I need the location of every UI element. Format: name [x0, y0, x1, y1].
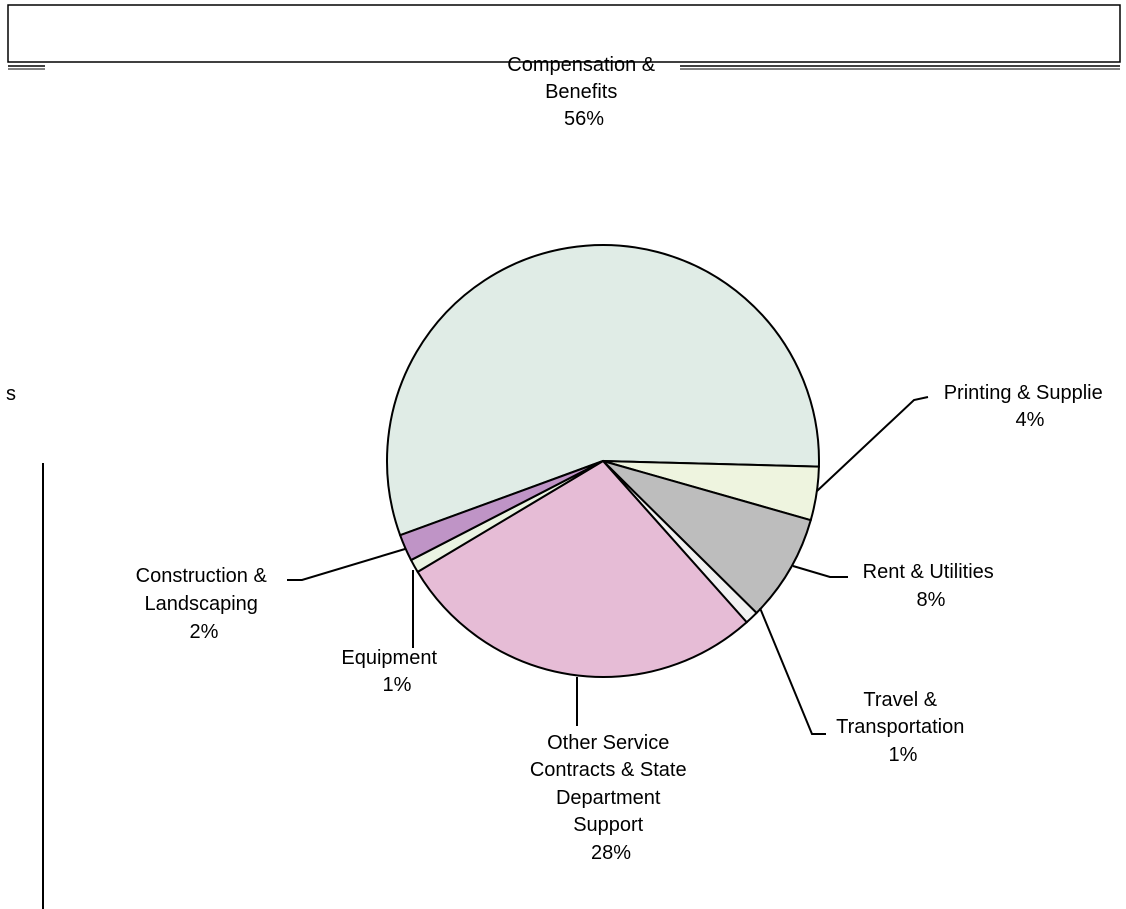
label-percent: 4%	[1016, 409, 1045, 431]
label-percent: 8%	[917, 589, 946, 611]
label-percent: 1%	[383, 674, 412, 696]
edge-fragment-text: s	[6, 383, 16, 405]
label-compensation-benefits: Compensation & Benefits 56%	[507, 54, 660, 130]
leader-rent-utilities	[792, 565, 848, 578]
label-printing-supplies: Printing & Supplie 4%	[944, 382, 1109, 431]
slice-construction-landscaping	[398, 460, 604, 562]
label-line: Transportation	[836, 716, 964, 738]
top-frame-box	[7, 4, 1121, 63]
label-percent: 28%	[591, 842, 631, 864]
label-percent: 1%	[889, 744, 918, 766]
label-line: Travel &	[863, 689, 937, 711]
slice-other-service-contracts	[416, 459, 749, 678]
leader-lines	[287, 396, 929, 735]
label-line: Contracts & State	[530, 759, 687, 781]
label-other-service-contracts: Other Service Contracts & State Departme…	[530, 732, 692, 864]
label-line: Compensation &	[507, 54, 656, 76]
label-line: Landscaping	[145, 593, 258, 615]
label-line: Support	[573, 814, 643, 836]
label-rent-utilities: Rent & Utilities 8%	[863, 561, 1000, 611]
slice-compensation-benefits	[386, 244, 820, 537]
label-line: Equipment	[341, 647, 437, 669]
slice-rent-utilities	[602, 460, 812, 615]
label-equipment: Equipment 1%	[341, 647, 442, 696]
label-line: Construction &	[136, 565, 268, 587]
pie-slices	[386, 244, 820, 678]
label-percent: 56%	[564, 108, 604, 130]
leader-construction-landscaping	[287, 548, 406, 581]
label-travel-transportation: Travel & Transportation 1%	[836, 689, 970, 766]
leader-printing-supplies	[816, 396, 929, 492]
label-percent: 2%	[190, 621, 219, 643]
label-line: Benefits	[545, 81, 617, 103]
slice-labels: Compensation & Benefits 56% Printing & S…	[136, 54, 1109, 864]
label-line: Rent & Utilities	[863, 561, 994, 583]
label-line: Department	[556, 787, 661, 809]
label-line: Printing & Supplie	[944, 382, 1103, 404]
label-construction-landscaping: Construction & Landscaping 2%	[136, 565, 273, 643]
label-line: Other Service	[547, 732, 669, 754]
leader-travel-transportation	[759, 607, 826, 735]
